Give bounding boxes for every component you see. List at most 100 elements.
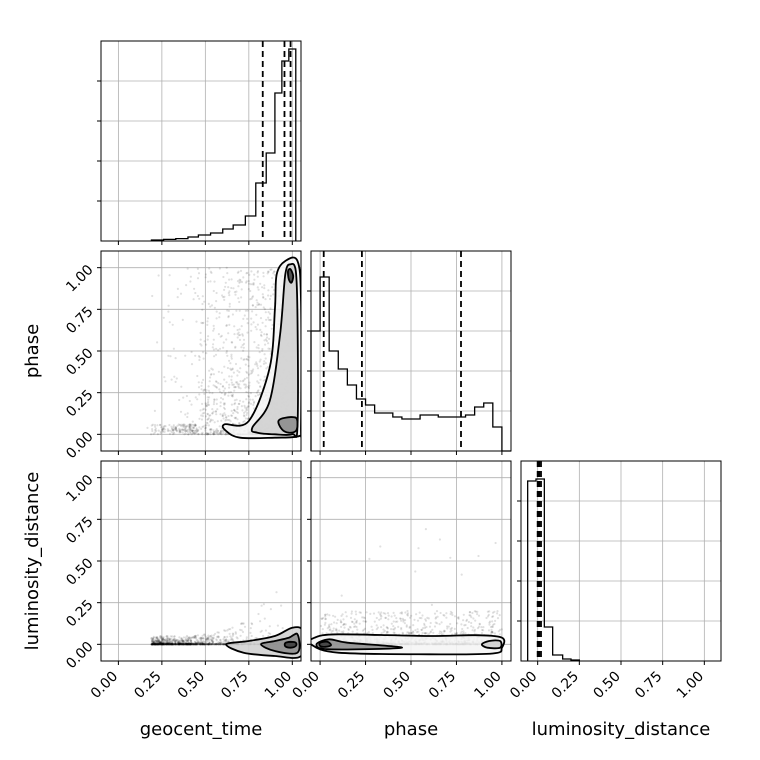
phase-vs-geocent-time-sample-point [206,317,210,320]
luminosity-distance-vs-geocent-time-sample-point [176,643,179,646]
phase-vs-geocent-time-sample-point [209,376,212,379]
luminosity-distance-vs-geocent-time-sample-point [194,635,197,638]
luminosity-distance-vs-geocent-time-sample-point [158,643,161,646]
phase-vs-geocent-time-sample-point [254,306,257,309]
luminosity-distance-vs-geocent-time-sample-point [171,643,174,646]
luminosity-distance-vs-geocent-time-sample-point [167,643,170,646]
luminosity-distance-vs-geocent-time-sample-point [188,643,191,646]
luminosity-distance-vs-geocent-time-sample-point [152,643,155,646]
phase-vs-geocent-time-sample-point [224,416,228,419]
luminosity-distance-vs-geocent-time-sample-point [155,641,158,644]
luminosity-distance-vs-geocent-time-sample-point [172,643,175,646]
phase-vs-geocent-time-sample-point [239,387,242,390]
phase-vs-geocent-time-sample-point [257,394,260,397]
luminosity-distance-vs-geocent-time-sample-point [165,641,169,644]
luminosity-distance-vs-geocent-time-sample-point [184,643,187,646]
phase-vs-geocent-time-sample-point [207,385,210,388]
phase-vs-geocent-time-sample-point [154,428,157,432]
luminosity-distance-vs-phase-sample-point [487,613,490,617]
phase-vs-geocent-time-sample-point [209,419,212,422]
phase-vs-geocent-time-sample-point [246,331,249,334]
phase-vs-geocent-time-sample-point [180,423,183,426]
luminosity-distance-vs-geocent-time-sample-point [152,637,155,641]
phase-vs-geocent-time-sample-point [221,294,224,297]
luminosity-distance-vs-phase-sample-point [474,610,477,613]
phase-vs-geocent-time-sample-point [228,294,231,297]
phase-vs-geocent-time-sample-point [207,417,210,420]
luminosity-distance-vs-phase-sample-point [395,617,398,620]
phase-vs-geocent-time-sample-point [237,386,240,389]
phase-vs-geocent-time-sample-point [230,355,233,358]
luminosity-distance-vs-phase-sample-point [491,611,495,614]
phase-vs-geocent-time-sample-point [163,428,166,431]
phase-vs-geocent-time-sample-point [184,427,187,430]
luminosity-distance-vs-phase-sample-point [390,622,393,625]
luminosity-distance-vs-geocent-time-sample-point [201,643,204,646]
luminosity-distance-vs-geocent-time-sample-point [185,643,189,646]
luminosity-distance-vs-geocent-time-sample-point [192,643,195,646]
luminosity-distance-vs-geocent-time-sample-point [159,635,162,638]
phase-vs-geocent-time-sample-point [257,389,260,392]
luminosity-distance-vs-phase-sample-point [401,632,404,635]
phase-vs-geocent-time-sample-point [273,289,276,292]
phase-vs-geocent-time-sample-point [217,382,220,385]
luminosity-distance-vs-geocent-time-sample-point [163,643,166,646]
luminosity-distance-vs-geocent-time-sample-point [212,642,215,646]
phase-vs-geocent-time-sample-point [176,287,179,290]
luminosity-distance-vs-geocent-time-sample-point [218,643,221,646]
phase-vs-geocent-time-sample-point [225,351,228,354]
luminosity-distance-vs-geocent-time-sample-point [152,643,155,646]
phase-vs-geocent-time-sample-point [265,333,268,336]
phase-vs-geocent-time-sample-point [156,433,159,436]
luminosity-distance-vs-geocent-time-sample-point [190,642,193,645]
luminosity-distance-vs-geocent-time-sample-point [178,643,181,646]
luminosity-distance-vs-phase-sample-point [410,614,413,617]
luminosity-distance-vs-geocent-time-sample-point [207,643,210,646]
phase-vs-geocent-time-sample-point [210,304,214,307]
luminosity-distance-vs-phase-sample-point [361,629,364,632]
luminosity-distance-vs-geocent-time-sample-point [152,640,155,643]
phase-vs-geocent-time-sample-point [240,405,243,408]
phase-vs-geocent-time-sample-point [174,427,177,430]
luminosity-distance-vs-geocent-time-sample-point [226,635,229,639]
luminosity-distance-vs-phase-sample-point [423,624,426,627]
phase-vs-geocent-time-sample-point [238,338,242,341]
phase-vs-geocent-time-sample-point [212,338,215,341]
phase-vs-geocent-time-sample-point [231,313,234,316]
luminosity-distance-vs-geocent-time-sample-point [208,641,211,644]
phase-vs-geocent-time-sample-point [255,299,258,302]
luminosity-distance-vs-geocent-time-sample-point [170,640,173,643]
phase-vs-geocent-time-sample-point [202,425,205,428]
luminosity-distance-vs-geocent-time-sample-point [177,639,180,642]
luminosity-distance-vs-geocent-time-sample-point [153,642,156,646]
phase-vs-geocent-time-sample-point [244,383,247,386]
phase-vs-geocent-time-sample-point [259,282,262,285]
phase-vs-geocent-time-sample-point [242,400,245,403]
luminosity-distance-vs-phase-sample-point [355,621,358,624]
luminosity-distance-vs-geocent-time-sample-point [161,638,164,641]
luminosity-distance-vs-geocent-time-sample-point [158,643,161,646]
luminosity-distance-vs-geocent-time-sample-point [153,641,156,644]
phase-vs-geocent-time-sample-point [206,422,209,425]
luminosity-distance-vs-geocent-time-sample-point [162,643,165,646]
luminosity-distance-vs-geocent-time-contour-fill [284,641,297,648]
luminosity-distance-vs-geocent-time-sample-point [166,643,169,646]
luminosity-distance-vs-geocent-time-sample-point [187,639,190,642]
phase-vs-geocent-time-sample-point [171,433,175,436]
phase-vs-geocent-time-sample-point [206,404,209,407]
luminosity-distance-vs-phase-sample-point [396,620,399,623]
luminosity-distance-vs-geocent-time-sample-point [170,642,173,645]
luminosity-distance-vs-geocent-time-sample-point [164,640,168,643]
luminosity-distance-vs-phase-sample-point [496,612,499,615]
luminosity-distance-vs-geocent-time-sample-point [151,643,154,646]
luminosity-distance-vs-geocent-time-sample-point [187,642,191,645]
phase-vs-geocent-time-sample-point [260,334,263,338]
luminosity-distance-vs-geocent-time-sample-point [186,642,190,646]
luminosity-distance-vs-geocent-time-sample-point [168,638,171,641]
luminosity-distance-vs-phase-sample-point [405,625,408,628]
phase-vs-geocent-time-sample-point [241,333,244,336]
phase-vs-geocent-time-sample-point [223,365,226,368]
luminosity-distance-vs-phase-sample-point [328,614,331,617]
phase-vs-geocent-time-contour-line [287,268,295,284]
luminosity-distance-vs-geocent-time-sample-point [156,642,159,645]
